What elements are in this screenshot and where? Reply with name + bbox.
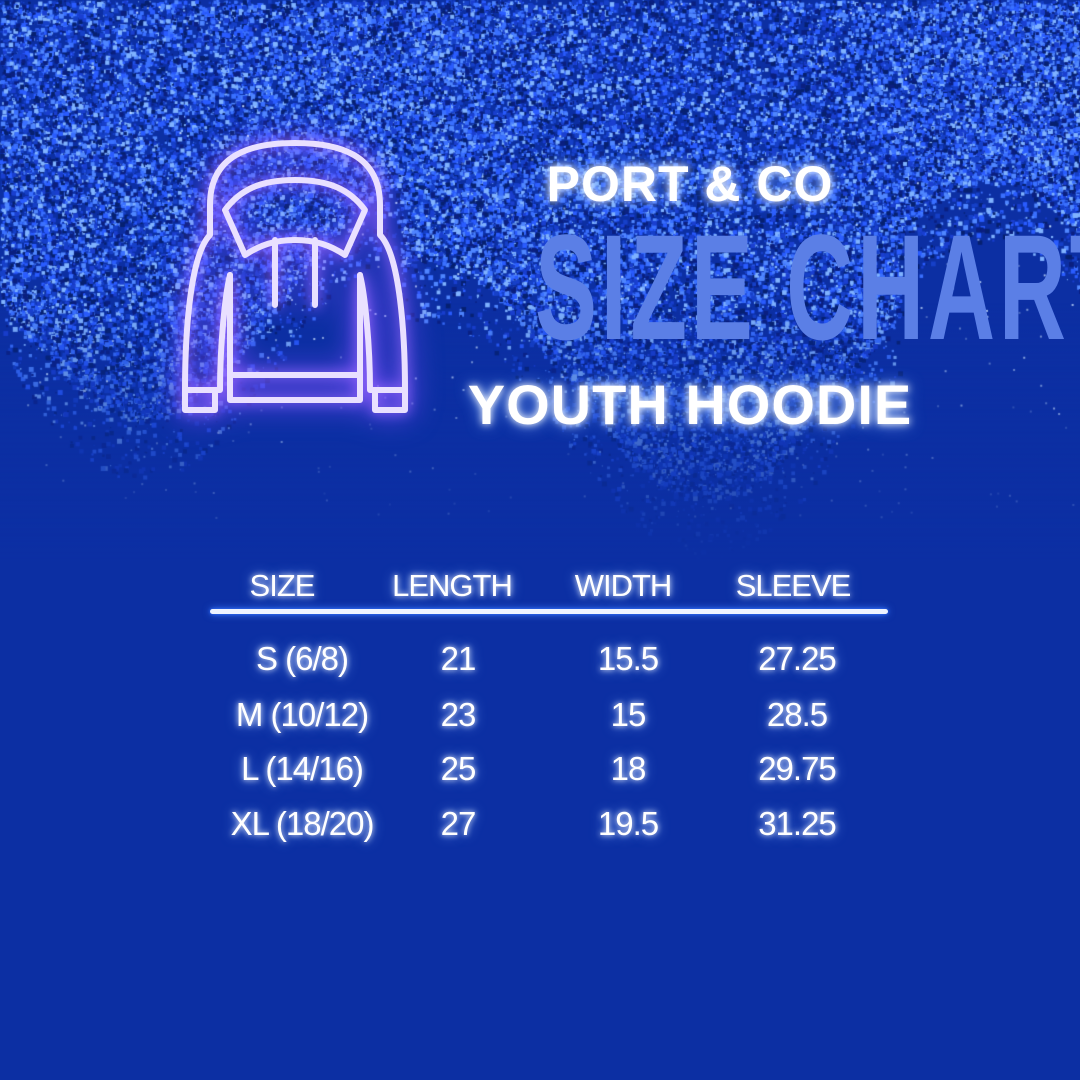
- cell-size: L (14/16): [241, 750, 364, 787]
- cell-sleeve: 29.75: [758, 750, 837, 787]
- cell-width: 15.5: [597, 640, 659, 677]
- cell-sleeve: 28.5: [766, 696, 828, 733]
- brand-name: PORT & CO: [546, 156, 834, 212]
- cell-length: 23: [440, 696, 477, 733]
- cell-size: M (10/12): [235, 696, 369, 733]
- cell-width: 18: [610, 750, 647, 787]
- cell-length: 25: [440, 750, 477, 787]
- column-header-length: LENGTH: [392, 568, 513, 603]
- page-title: SIZE CHART: [535, 203, 1080, 371]
- cell-sleeve: 31.25: [758, 805, 837, 842]
- cell-width: 19.5: [597, 805, 659, 842]
- cell-width: 15: [610, 696, 647, 733]
- cell-length: 21: [440, 640, 477, 677]
- header-divider: [210, 609, 888, 614]
- product-subtitle: YOUTH HOODIE: [467, 373, 913, 436]
- cell-size: S (6/8): [255, 640, 349, 677]
- column-header-size: SIZE: [249, 568, 316, 603]
- cell-length: 27: [440, 805, 477, 842]
- cell-sleeve: 27.25: [758, 640, 837, 677]
- hoodie-icon: [182, 140, 408, 413]
- column-header-sleeve: SLEEVE: [735, 568, 852, 603]
- column-header-width: WIDTH: [574, 568, 673, 603]
- cell-size: XL (18/20): [230, 805, 375, 842]
